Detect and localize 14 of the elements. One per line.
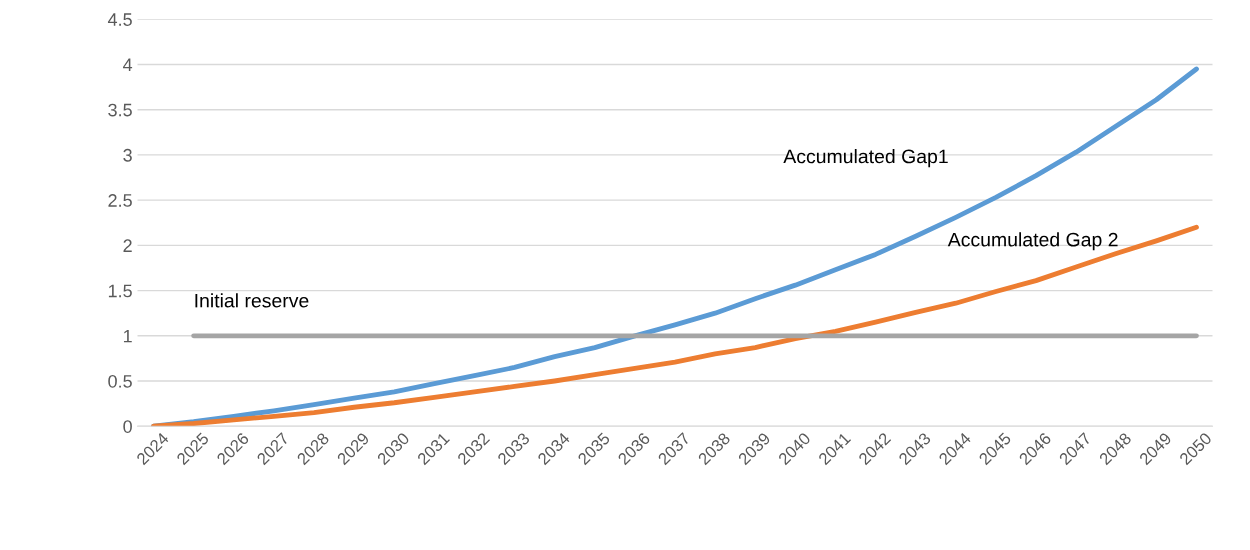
y-tick-label: 1: [123, 329, 132, 343]
text: Accumulated Gap1: [783, 149, 948, 168]
y-tick-label: 3: [123, 148, 132, 162]
y-tick-label: 1.5: [108, 284, 132, 298]
y-tick-label: 0: [123, 420, 132, 433]
y-tick-label: 4: [123, 58, 133, 72]
y-tick-label: 0.5: [108, 374, 132, 388]
series-label: Accumulated Gap 2: [947, 232, 1118, 251]
y-tick-label: 3.5: [108, 103, 132, 117]
line-series: [151, 224, 1199, 427]
series-label: Initial reserve: [195, 293, 309, 308]
y-tick-label: 4.5: [107, 13, 132, 26]
y-tick-label: 2.5: [108, 194, 132, 207]
y-tick-label: 2: [123, 239, 132, 252]
